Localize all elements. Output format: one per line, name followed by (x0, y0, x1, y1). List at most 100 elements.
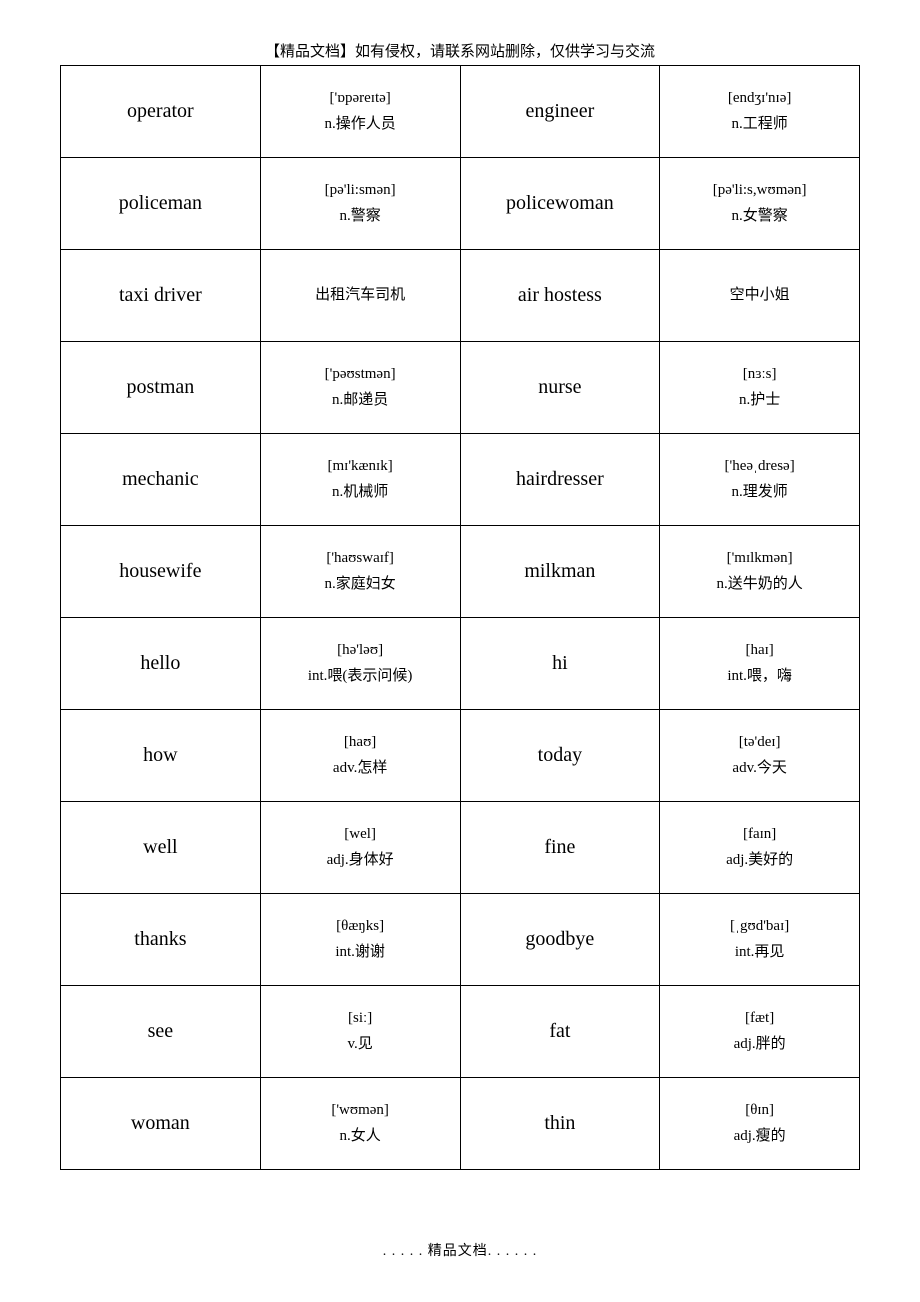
phonetic-text: [haɪ] (664, 638, 855, 664)
definition-cell: [fæt]adj.胖的 (660, 986, 860, 1078)
definition-cell: [tə'deɪ]adv.今天 (660, 710, 860, 802)
phonetic-text: [mɪ'kænɪk] (265, 454, 456, 480)
word-cell: milkman (460, 526, 660, 618)
phonetic-text: ['ɒpəreɪtə] (265, 86, 456, 112)
meaning-text: adj.胖的 (664, 1032, 855, 1058)
definition-cell: ['heəˌdresə]n.理发师 (660, 434, 860, 526)
phonetic-text: ['mɪlkmən] (664, 546, 855, 572)
word-cell: well (61, 802, 261, 894)
meaning-text: n.女人 (265, 1124, 456, 1150)
definition-cell: [haɪ]int.喂，嗨 (660, 618, 860, 710)
meaning-text: n.工程师 (664, 112, 855, 138)
phonetic-text: [ˌgʊd'baɪ] (664, 914, 855, 940)
meaning-text: n.家庭妇女 (265, 572, 456, 598)
definition-cell: [faɪn]adj.美好的 (660, 802, 860, 894)
phonetic-text: ['heəˌdresə] (664, 454, 855, 480)
phonetic-text: [siː] (265, 1006, 456, 1032)
phonetic-text: [fæt] (664, 1006, 855, 1032)
definition-cell: [haʊ]adv.怎样 (260, 710, 460, 802)
phonetic-text: [faɪn] (664, 822, 855, 848)
table-row: how[haʊ]adv.怎样today[tə'deɪ]adv.今天 (61, 710, 860, 802)
phonetic-text: [nɜːs] (664, 362, 855, 388)
footer-note: . . . . . 精品文档. . . . . . (60, 1240, 860, 1260)
phonetic-text: [haʊ] (265, 730, 456, 756)
table-row: housewife['haʊswaɪf]n.家庭妇女milkman['mɪlkm… (61, 526, 860, 618)
header-note: 【精品文档】如有侵权，请联系网站删除，仅供学习与交流 (60, 40, 860, 61)
definition-cell: [θæŋks]int.谢谢 (260, 894, 460, 986)
phonetic-text: [pə'li:smən] (265, 178, 456, 204)
definition-cell: [pə'li:smən]n.警察 (260, 158, 460, 250)
meaning-text: n.理发师 (664, 480, 855, 506)
word-cell: policeman (61, 158, 261, 250)
phonetic-text: [endʒɪ'nɪə] (664, 86, 855, 112)
definition-cell: 空中小姐 (660, 250, 860, 342)
word-cell: goodbye (460, 894, 660, 986)
meaning-text: int.喂(表示问候) (265, 664, 456, 690)
phonetic-text: [hə'ləʊ] (265, 638, 456, 664)
definition-cell: ['haʊswaɪf]n.家庭妇女 (260, 526, 460, 618)
phonetic-text: [tə'deɪ] (664, 730, 855, 756)
meaning-text: int.喂，嗨 (664, 664, 855, 690)
table-row: mechanic[mɪ'kænɪk]n.机械师hairdresser['heəˌ… (61, 434, 860, 526)
definition-cell: ['ɒpəreɪtə]n.操作人员 (260, 66, 460, 158)
word-cell: fat (460, 986, 660, 1078)
word-cell: mechanic (61, 434, 261, 526)
definition-cell: ['pəʊstmən]n.邮递员 (260, 342, 460, 434)
meaning-text: n.机械师 (265, 480, 456, 506)
table-row: well[wel]adj.身体好fine[faɪn]adj.美好的 (61, 802, 860, 894)
meaning-text: n.女警察 (664, 204, 855, 230)
meaning-text: n.送牛奶的人 (664, 572, 855, 598)
definition-cell: 出租汽车司机 (260, 250, 460, 342)
meaning-text: adv.今天 (664, 756, 855, 782)
word-cell: operator (61, 66, 261, 158)
meaning-text: v.见 (265, 1032, 456, 1058)
definition-cell: [pə'li:s,wʊmən]n.女警察 (660, 158, 860, 250)
definition-cell: [endʒɪ'nɪə]n.工程师 (660, 66, 860, 158)
phonetic-text: [wel] (265, 822, 456, 848)
table-row: woman['wʊmən]n.女人thin[θɪn]adj.瘦的 (61, 1078, 860, 1170)
word-cell: woman (61, 1078, 261, 1170)
definition-cell: [siː]v.见 (260, 986, 460, 1078)
word-cell: air hostess (460, 250, 660, 342)
word-cell: see (61, 986, 261, 1078)
word-cell: housewife (61, 526, 261, 618)
phonetic-text: ['wʊmən] (265, 1098, 456, 1124)
word-cell: taxi driver (61, 250, 261, 342)
meaning-text: n.操作人员 (265, 112, 456, 138)
phonetic-text: [θɪn] (664, 1098, 855, 1124)
table-body: operator['ɒpəreɪtə]n.操作人员engineer[endʒɪ'… (61, 66, 860, 1170)
phonetic-text: [pə'li:s,wʊmən] (664, 178, 855, 204)
phonetic-text: ['pəʊstmən] (265, 362, 456, 388)
table-row: postman['pəʊstmən]n.邮递员nurse[nɜːs]n.护士 (61, 342, 860, 434)
word-cell: hi (460, 618, 660, 710)
phonetic-text: [θæŋks] (265, 914, 456, 940)
definition-cell: [mɪ'kænɪk]n.机械师 (260, 434, 460, 526)
word-cell: hairdresser (460, 434, 660, 526)
meaning-text: int.谢谢 (265, 940, 456, 966)
definition-cell: [ˌgʊd'baɪ]int.再见 (660, 894, 860, 986)
word-cell: today (460, 710, 660, 802)
definition-cell: [θɪn]adj.瘦的 (660, 1078, 860, 1170)
table-row: operator['ɒpəreɪtə]n.操作人员engineer[endʒɪ'… (61, 66, 860, 158)
table-row: policeman[pə'li:smən]n.警察policewoman[pə'… (61, 158, 860, 250)
definition-cell: ['wʊmən]n.女人 (260, 1078, 460, 1170)
word-cell: nurse (460, 342, 660, 434)
phonetic-text: ['haʊswaɪf] (265, 546, 456, 572)
meaning-text: int.再见 (664, 940, 855, 966)
meaning-text: 空中小姐 (664, 283, 855, 309)
word-cell: policewoman (460, 158, 660, 250)
vocabulary-table: operator['ɒpəreɪtə]n.操作人员engineer[endʒɪ'… (60, 65, 860, 1170)
meaning-text: n.护士 (664, 388, 855, 414)
table-row: thanks[θæŋks]int.谢谢goodbye[ˌgʊd'baɪ]int.… (61, 894, 860, 986)
definition-cell: [nɜːs]n.护士 (660, 342, 860, 434)
meaning-text: n.邮递员 (265, 388, 456, 414)
definition-cell: [hə'ləʊ]int.喂(表示问候) (260, 618, 460, 710)
word-cell: thanks (61, 894, 261, 986)
definition-cell: ['mɪlkmən]n.送牛奶的人 (660, 526, 860, 618)
table-row: taxi driver出租汽车司机air hostess空中小姐 (61, 250, 860, 342)
meaning-text: adj.身体好 (265, 848, 456, 874)
word-cell: engineer (460, 66, 660, 158)
word-cell: how (61, 710, 261, 802)
table-row: hello[hə'ləʊ]int.喂(表示问候)hi[haɪ]int.喂，嗨 (61, 618, 860, 710)
meaning-text: adj.美好的 (664, 848, 855, 874)
